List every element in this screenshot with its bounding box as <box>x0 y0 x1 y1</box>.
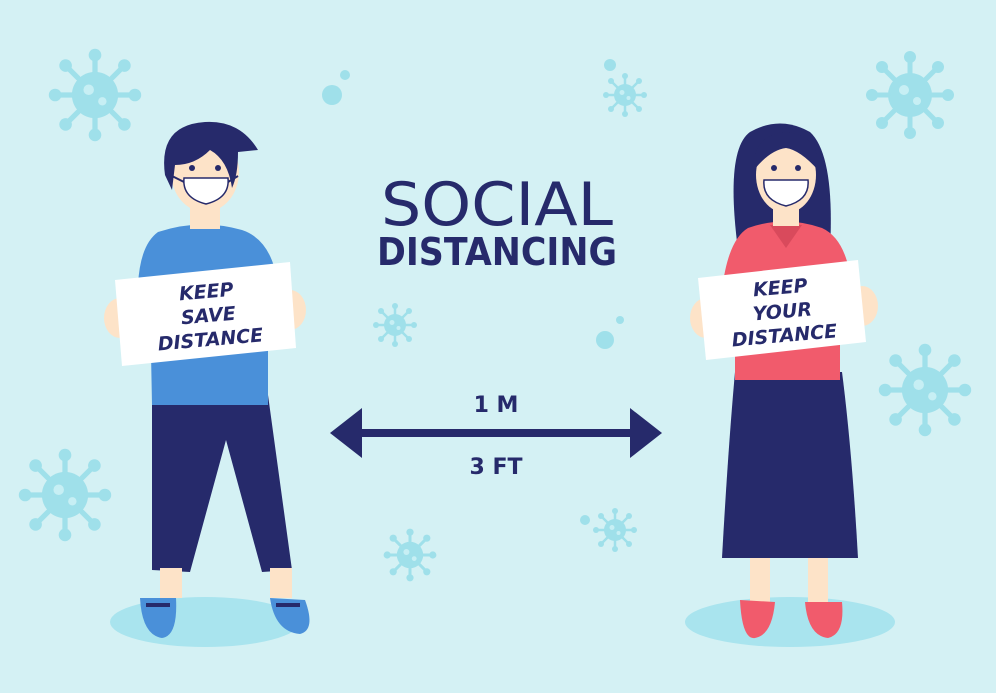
man-pants <box>152 395 292 572</box>
virus-icon <box>866 51 954 139</box>
woman-sign: KEEP YOUR DISTANCE <box>698 260 866 360</box>
distance-imperial: 3 FT <box>469 455 522 480</box>
virus-icon <box>49 49 141 141</box>
title-line1: SOCIAL <box>381 170 614 240</box>
arrow-left-head-icon <box>330 408 362 458</box>
virus-icon <box>371 301 419 349</box>
man-sign: KEEP SAVE DISTANCE <box>115 262 296 366</box>
woman-sign-board <box>698 260 866 360</box>
woman-sign-line1: KEEP <box>752 275 808 302</box>
man-sign-line1: KEEP <box>178 279 234 306</box>
woman-mask <box>763 179 809 207</box>
woman-shadow <box>685 597 895 647</box>
woman-sign-line2: YOUR <box>752 298 813 325</box>
man-left-sandal <box>140 598 177 638</box>
woman-right-sandal <box>805 602 843 638</box>
distance-arrow <box>330 408 662 458</box>
distance-metric: 1 M <box>474 393 519 418</box>
dot <box>340 70 350 80</box>
dot <box>580 515 590 525</box>
virus-icon <box>382 527 438 583</box>
man-mask <box>183 177 229 205</box>
woman-skirt <box>722 372 858 558</box>
man-hair <box>164 121 258 190</box>
virus-icon <box>591 506 639 554</box>
dot <box>322 85 342 105</box>
man-sign-line2: SAVE <box>180 303 237 330</box>
virus-icon <box>601 71 649 119</box>
dot <box>596 331 614 349</box>
dot <box>616 316 624 324</box>
virus-icon <box>879 344 971 436</box>
virus-icon <box>19 449 111 541</box>
title-line2: DISTANCING <box>377 230 617 274</box>
virus-decorations <box>19 49 971 583</box>
arrow-right-head-icon <box>630 408 662 458</box>
man-sign-board <box>115 262 296 366</box>
woman-left-sandal <box>740 600 775 639</box>
dot <box>604 59 616 71</box>
